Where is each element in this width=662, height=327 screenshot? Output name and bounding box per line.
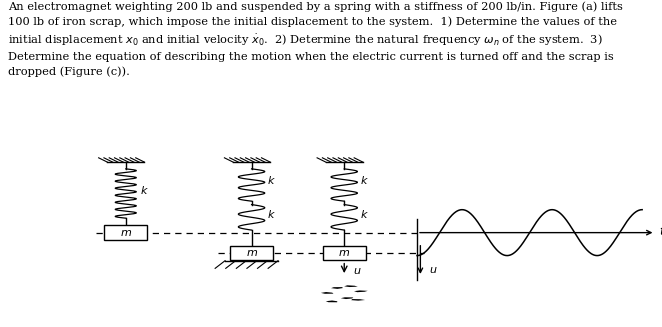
Polygon shape: [341, 297, 354, 299]
Text: $k$: $k$: [360, 208, 369, 220]
Text: $u$: $u$: [429, 266, 438, 275]
Polygon shape: [354, 290, 368, 292]
Polygon shape: [344, 285, 358, 287]
Text: $t$: $t$: [659, 225, 662, 238]
Bar: [323, 246, 365, 260]
Text: $m$: $m$: [338, 248, 350, 258]
Text: $k$: $k$: [267, 174, 276, 186]
Polygon shape: [321, 292, 334, 294]
Polygon shape: [331, 287, 343, 289]
Text: $k$: $k$: [360, 174, 369, 186]
Bar: [230, 246, 273, 260]
Bar: [105, 225, 148, 240]
Text: $u$: $u$: [353, 266, 361, 276]
Polygon shape: [352, 299, 365, 301]
Text: $k$: $k$: [267, 208, 276, 220]
Text: An electromagnet weighting 200 lb and suspended by a spring with a stiffness of : An electromagnet weighting 200 lb and su…: [8, 2, 623, 77]
Text: $m$: $m$: [120, 228, 132, 238]
Text: $m$: $m$: [246, 248, 258, 258]
Text: $k$: $k$: [140, 184, 149, 197]
Polygon shape: [326, 301, 338, 302]
